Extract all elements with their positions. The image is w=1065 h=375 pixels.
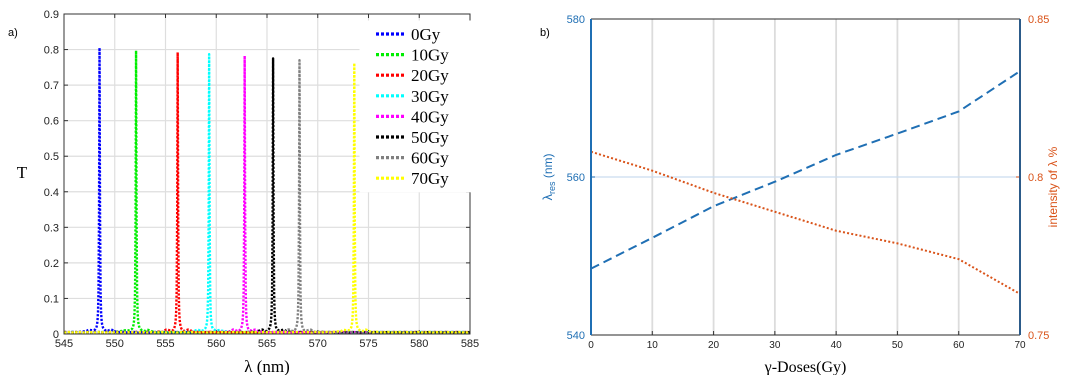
tick-label-a-y: 0.4: [44, 187, 59, 199]
tick-label-a-x: 570: [309, 338, 327, 350]
series-line-a: [63, 61, 471, 335]
x-axis-label-a: λ (nm): [244, 357, 290, 375]
legend-label-a: 30Gy: [411, 87, 449, 106]
tick-label-b-y-left: 540: [567, 330, 585, 342]
tick-label-b-x: 70: [1014, 340, 1026, 351]
panel-b-label: b): [540, 27, 550, 39]
tick-label-b-y-right: 0.75: [1028, 330, 1049, 342]
y-axis-label-b-left-sub: res: [547, 181, 557, 194]
legend-label-a: 20Gy: [411, 66, 449, 85]
legend-label-a: 50Gy: [411, 128, 449, 147]
tick-label-b-x: 10: [647, 340, 659, 351]
y-axis-label-a: T: [17, 163, 28, 182]
y-axis-label-b-right: intensity of λ %: [1046, 146, 1060, 227]
tick-label-a-x: 580: [410, 338, 428, 350]
tick-label-b-y-left: 580: [567, 14, 585, 26]
tick-label-b-y-right: 0.85: [1028, 14, 1049, 26]
legend-label-a: 10Gy: [411, 46, 449, 65]
tick-label-b-x: 30: [769, 340, 781, 351]
tick-label-a-y: 0.3: [44, 222, 59, 234]
legend-label-a: 70Gy: [411, 169, 449, 188]
tick-label-b-x: 40: [831, 340, 843, 351]
tick-label-b-x: 50: [892, 340, 904, 351]
y-axis-label-b-left-main: λ: [540, 194, 555, 201]
tick-label-a-y: 0.1: [44, 293, 59, 305]
tick-label-a-y: 0.8: [44, 45, 59, 57]
legend-label-a: 40Gy: [411, 107, 449, 126]
tick-label-a-x: 575: [359, 338, 377, 350]
legend-label-a: 60Gy: [411, 149, 449, 168]
tick-label-a-y: 0.7: [44, 80, 59, 92]
tick-label-a-x: 585: [461, 338, 479, 350]
tick-label-a-y: 0.9: [44, 9, 59, 21]
tick-label-a-y: 0.2: [44, 258, 59, 270]
tick-label-b-y-left: 560: [567, 172, 585, 184]
panel-a-label: a): [8, 27, 18, 39]
tick-label-a-x: 550: [106, 338, 124, 350]
tick-label-b-x: 60: [953, 340, 965, 351]
tick-label-a-x: 565: [258, 338, 276, 350]
x-axis-label-b: γ-Doses(Gy): [764, 359, 847, 375]
tick-label-a-y: 0.6: [44, 116, 59, 128]
series-line-b-left: [590, 70, 1021, 270]
legend-label-a: 0Gy: [411, 25, 441, 44]
tick-label-a-x: 560: [207, 338, 225, 350]
tick-label-a-y: 0: [53, 329, 59, 341]
legend-a-box: [359, 20, 471, 193]
y-axis-label-b-left-unit: (nm): [541, 153, 555, 181]
tick-label-b-y-right: 0.8: [1028, 172, 1043, 184]
series-line-b-right: [590, 150, 1021, 295]
y-axis-label-b-left: λres (nm): [540, 153, 557, 200]
tick-label-a-y: 0.5: [44, 151, 59, 163]
tick-label-a-x: 555: [156, 338, 174, 350]
tick-label-b-x: 0: [588, 340, 594, 351]
tick-label-b-x: 20: [708, 340, 720, 351]
tick-label-a-x: 545: [55, 338, 73, 350]
